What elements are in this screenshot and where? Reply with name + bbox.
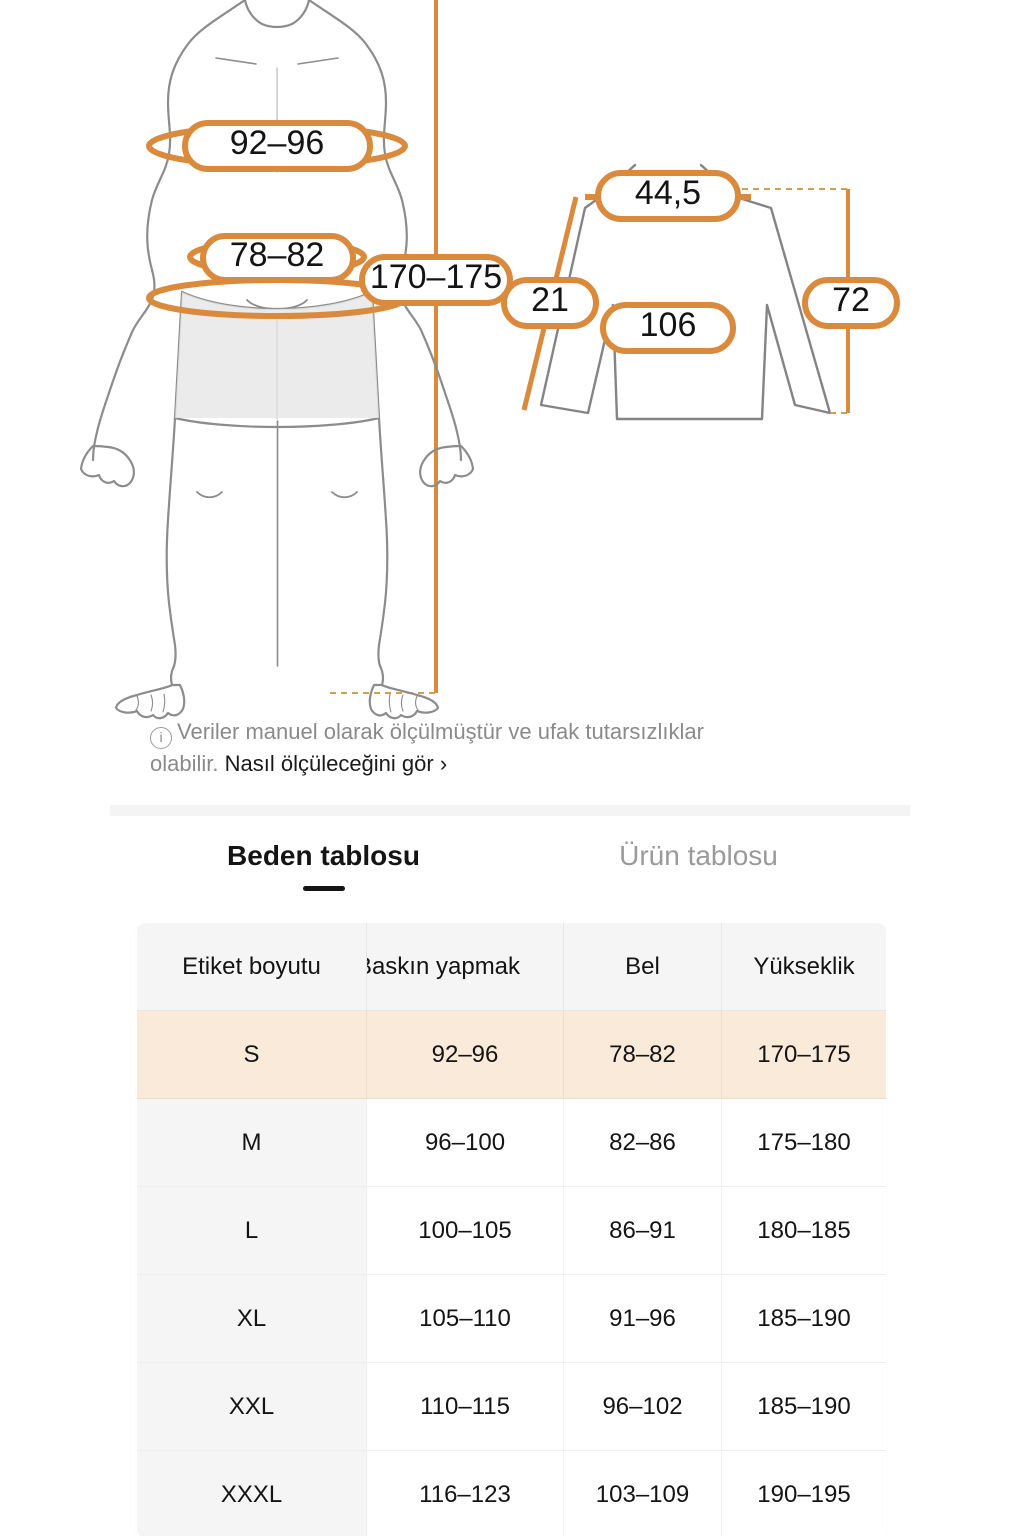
svg-text:78–82: 78–82 [230, 236, 325, 274]
svg-text:21: 21 [531, 281, 569, 319]
svg-text:44,5: 44,5 [635, 174, 701, 212]
svg-text:106: 106 [640, 306, 697, 344]
svg-text:170–175: 170–175 [370, 258, 502, 296]
svg-text:72: 72 [832, 281, 870, 319]
svg-text:92–96: 92–96 [230, 124, 325, 162]
